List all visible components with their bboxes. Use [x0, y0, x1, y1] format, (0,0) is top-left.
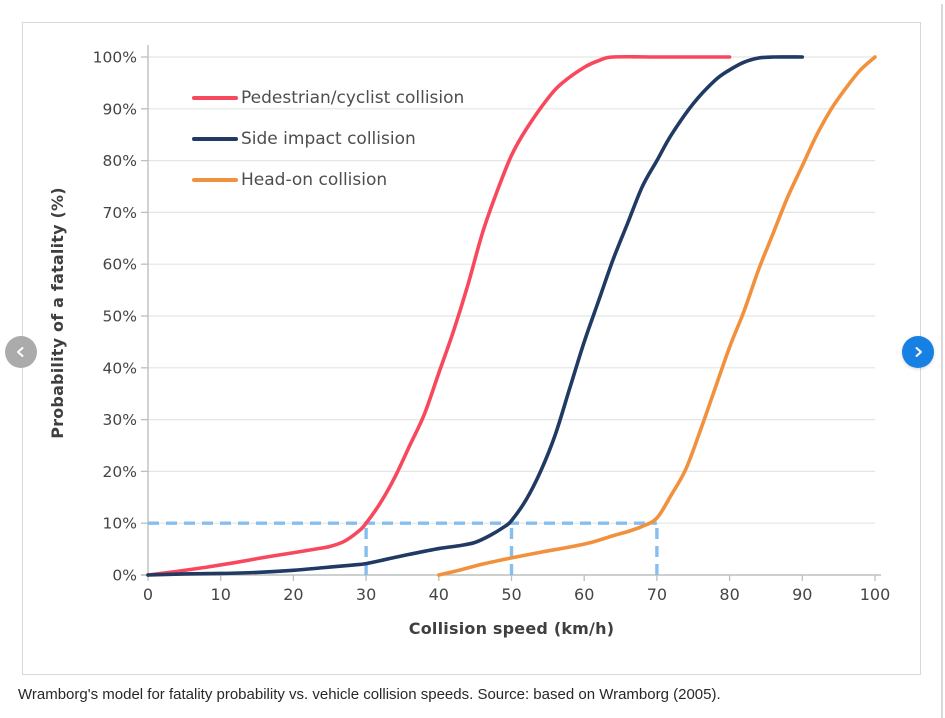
legend-swatch-pedestrian-cyclist [192, 95, 238, 101]
chart-legend: Pedestrian/cyclist collision Side impact… [192, 87, 464, 210]
svg-text:70: 70 [647, 585, 667, 604]
svg-text:80%: 80% [103, 152, 137, 170]
svg-text:80: 80 [719, 585, 739, 604]
legend-item-head-on: Head-on collision [192, 169, 464, 191]
svg-text:60: 60 [574, 585, 594, 604]
svg-text:10%: 10% [103, 515, 137, 533]
tick-labels: 0% 10% 20% 30% 40% 50% 60% 70% 80% 90% 100% 0 10 20 30… [93, 49, 891, 605]
svg-text:50: 50 [501, 585, 521, 604]
series-line-pedestrian-cyclist-collision [146, 54, 732, 577]
legend-swatch-side-impact [192, 136, 238, 142]
guide-dashed-lines [148, 521, 659, 575]
series-line-side-impact-collision [146, 55, 805, 577]
legend-label-pedestrian-cyclist: Pedestrian/cyclist collision [241, 88, 465, 108]
legend-swatch-head-on [192, 177, 238, 183]
svg-text:20%: 20% [103, 463, 137, 481]
svg-text:20: 20 [283, 585, 303, 604]
legend-label-side-impact: Side impact collision [241, 129, 416, 149]
svg-text:0: 0 [143, 585, 153, 604]
next-slide-edge [941, 4, 943, 718]
legend-label-head-on: Head-on collision [241, 170, 388, 190]
svg-text:10: 10 [211, 585, 231, 604]
svg-text:70%: 70% [103, 204, 137, 222]
svg-text:50%: 50% [103, 308, 137, 326]
svg-text:30: 30 [356, 585, 376, 604]
y-axis-title: Probability of a fatality (%) [48, 187, 67, 439]
svg-text:30%: 30% [103, 411, 137, 429]
legend-item-pedestrian-cyclist: Pedestrian/cyclist collision [192, 87, 464, 109]
x-axis-title: Collision speed (km/h) [408, 619, 615, 638]
figure-caption: Wramborg's model for fatality probabilit… [18, 686, 721, 703]
carousel-prev-button[interactable] [5, 336, 37, 368]
svg-text:40: 40 [429, 585, 449, 604]
svg-text:40%: 40% [103, 359, 137, 377]
series-line-head-on-collision [437, 55, 877, 577]
carousel-next-button[interactable] [902, 336, 934, 368]
svg-text:90%: 90% [103, 100, 137, 118]
svg-text:60%: 60% [103, 256, 137, 274]
gridlines [148, 56, 875, 524]
svg-text:0%: 0% [112, 567, 137, 585]
chevron-right-icon [915, 347, 922, 357]
legend-item-side-impact: Side impact collision [192, 128, 464, 150]
svg-text:100%: 100% [93, 49, 137, 67]
chevron-left-icon [17, 347, 24, 357]
svg-text:90: 90 [792, 585, 812, 604]
svg-text:100: 100 [860, 585, 891, 604]
